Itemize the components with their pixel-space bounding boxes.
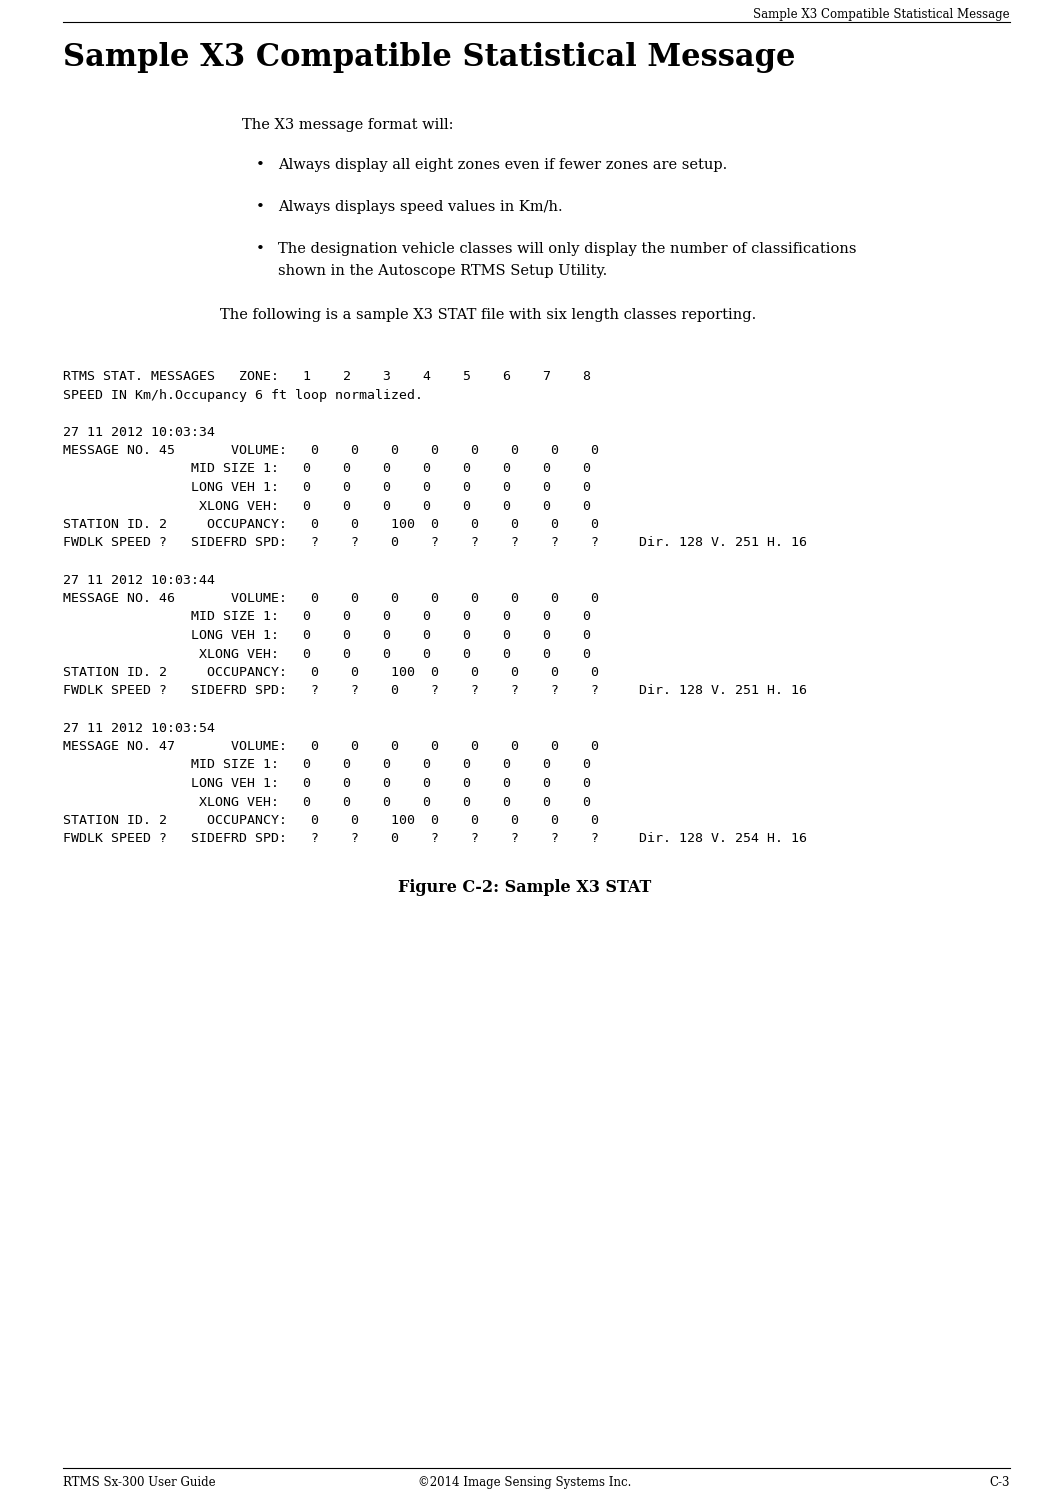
Text: •: • [256,158,265,173]
Text: STATION ID. 2     OCCUPANCY:   0    0    100  0    0    0    0    0: STATION ID. 2 OCCUPANCY: 0 0 100 0 0 0 0… [63,814,598,828]
Text: •: • [256,200,265,213]
Text: RTMS Sx-300 User Guide: RTMS Sx-300 User Guide [63,1476,215,1488]
Text: 27 11 2012 10:03:34: 27 11 2012 10:03:34 [63,425,215,439]
Text: 27 11 2012 10:03:44: 27 11 2012 10:03:44 [63,574,215,586]
Text: SPEED IN Km/h.Occupancy 6 ft loop normalized.: SPEED IN Km/h.Occupancy 6 ft loop normal… [63,389,423,401]
Text: FWDLK SPEED ?   SIDEFRD SPD:   ?    ?    0    ?    ?    ?    ?    ?     Dir. 128: FWDLK SPEED ? SIDEFRD SPD: ? ? 0 ? ? ? ?… [63,685,807,697]
Text: •: • [256,242,265,255]
Text: Sample X3 Compatible Statistical Message: Sample X3 Compatible Statistical Message [63,42,796,74]
Text: ©2014 Image Sensing Systems Inc.: ©2014 Image Sensing Systems Inc. [418,1476,632,1488]
Text: MID SIZE 1:   0    0    0    0    0    0    0    0: MID SIZE 1: 0 0 0 0 0 0 0 0 [63,463,591,476]
Text: LONG VEH 1:   0    0    0    0    0    0    0    0: LONG VEH 1: 0 0 0 0 0 0 0 0 [63,481,591,494]
Text: FWDLK SPEED ?   SIDEFRD SPD:   ?    ?    0    ?    ?    ?    ?    ?     Dir. 128: FWDLK SPEED ? SIDEFRD SPD: ? ? 0 ? ? ? ?… [63,832,807,846]
Text: STATION ID. 2     OCCUPANCY:   0    0    100  0    0    0    0    0: STATION ID. 2 OCCUPANCY: 0 0 100 0 0 0 0… [63,518,598,532]
Text: STATION ID. 2     OCCUPANCY:   0    0    100  0    0    0    0    0: STATION ID. 2 OCCUPANCY: 0 0 100 0 0 0 0… [63,665,598,679]
Text: Sample X3 Compatible Statistical Message: Sample X3 Compatible Statistical Message [754,8,1010,21]
Text: Always displays speed values in Km/h.: Always displays speed values in Km/h. [278,200,563,213]
Text: XLONG VEH:   0    0    0    0    0    0    0    0: XLONG VEH: 0 0 0 0 0 0 0 0 [63,647,591,661]
Text: shown in the Autoscope RTMS Setup Utility.: shown in the Autoscope RTMS Setup Utilit… [278,264,607,278]
Text: Always display all eight zones even if fewer zones are setup.: Always display all eight zones even if f… [278,158,728,173]
Text: The X3 message format will:: The X3 message format will: [242,119,454,132]
Text: FWDLK SPEED ?   SIDEFRD SPD:   ?    ?    0    ?    ?    ?    ?    ?     Dir. 128: FWDLK SPEED ? SIDEFRD SPD: ? ? 0 ? ? ? ?… [63,536,807,550]
Text: LONG VEH 1:   0    0    0    0    0    0    0    0: LONG VEH 1: 0 0 0 0 0 0 0 0 [63,777,591,790]
Text: MID SIZE 1:   0    0    0    0    0    0    0    0: MID SIZE 1: 0 0 0 0 0 0 0 0 [63,759,591,772]
Text: 27 11 2012 10:03:54: 27 11 2012 10:03:54 [63,721,215,734]
Text: MESSAGE NO. 45       VOLUME:   0    0    0    0    0    0    0    0: MESSAGE NO. 45 VOLUME: 0 0 0 0 0 0 0 0 [63,445,598,457]
Text: C-3: C-3 [989,1476,1010,1488]
Text: XLONG VEH:   0    0    0    0    0    0    0    0: XLONG VEH: 0 0 0 0 0 0 0 0 [63,500,591,512]
Text: RTMS STAT. MESSAGES   ZONE:   1    2    3    4    5    6    7    8: RTMS STAT. MESSAGES ZONE: 1 2 3 4 5 6 7 … [63,369,591,383]
Text: MESSAGE NO. 47       VOLUME:   0    0    0    0    0    0    0    0: MESSAGE NO. 47 VOLUME: 0 0 0 0 0 0 0 0 [63,740,598,753]
Text: The designation vehicle classes will only display the number of classifications: The designation vehicle classes will onl… [278,242,857,255]
Text: XLONG VEH:   0    0    0    0    0    0    0    0: XLONG VEH: 0 0 0 0 0 0 0 0 [63,796,591,808]
Text: LONG VEH 1:   0    0    0    0    0    0    0    0: LONG VEH 1: 0 0 0 0 0 0 0 0 [63,629,591,641]
Text: Figure C-2: Sample X3 STAT: Figure C-2: Sample X3 STAT [398,879,652,897]
Text: MESSAGE NO. 46       VOLUME:   0    0    0    0    0    0    0    0: MESSAGE NO. 46 VOLUME: 0 0 0 0 0 0 0 0 [63,592,598,605]
Text: The following is a sample X3 STAT file with six length classes reporting.: The following is a sample X3 STAT file w… [220,308,756,321]
Text: MID SIZE 1:   0    0    0    0    0    0    0    0: MID SIZE 1: 0 0 0 0 0 0 0 0 [63,610,591,623]
